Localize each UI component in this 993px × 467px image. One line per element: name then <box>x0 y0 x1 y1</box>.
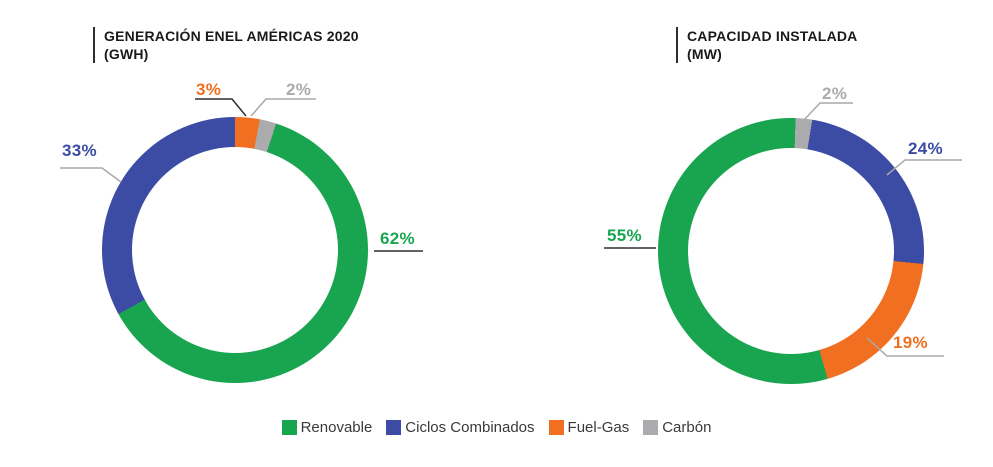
value-label-ciclos-right: 24% <box>908 139 943 158</box>
value-label-carbon-right: 2% <box>822 84 848 103</box>
legend-item-fuel-gas: Fuel-Gas <box>548 419 630 436</box>
chart-title: CAPACIDAD INSTALADA <box>687 28 858 44</box>
value-label-ciclos-left: 33% <box>62 141 97 160</box>
value-label-carbon-left: 2% <box>286 80 312 99</box>
donut-hole <box>132 147 338 353</box>
donut-chart-capacidad <box>658 118 924 384</box>
chart-subtitle: (GWH) <box>104 46 149 62</box>
chart-title: GENERACIÓN ENEL AMÉRICAS 2020 <box>104 28 359 44</box>
legend-label: Carbón <box>662 419 712 436</box>
chart-legend: Renovable Ciclos Combinados Fuel-Gas Car… <box>0 419 993 436</box>
renovable-swatch-icon <box>281 420 297 435</box>
chart-title-block-capacidad: CAPACIDAD INSTALADA (MW) <box>676 27 858 63</box>
legend-item-renovable: Renovable <box>281 419 373 436</box>
leader-line-fuelgas-left <box>195 98 247 117</box>
chart-subtitle: (MW) <box>687 46 723 62</box>
chart-title-block-generacion: GENERACIÓN ENEL AMÉRICAS 2020 (GWH) <box>93 27 359 63</box>
value-label-renovable-left: 62% <box>380 229 415 248</box>
carbon-swatch-icon <box>643 420 659 435</box>
value-label-fuelgas-right: 19% <box>893 333 928 352</box>
value-label-renovable-right: 55% <box>607 226 642 245</box>
fuel-gas-swatch-icon <box>548 420 564 435</box>
legend-item-ciclos-combinados: Ciclos Combinados <box>386 419 535 436</box>
legend-label: Ciclos Combinados <box>405 419 535 436</box>
legend-label: Renovable <box>300 419 373 436</box>
leader-line-ciclos-left <box>60 167 122 183</box>
leader-line-carbon-left <box>250 98 316 117</box>
legend-item-carbon: Carbón <box>643 419 711 436</box>
legend-label: Fuel-Gas <box>567 419 630 436</box>
leader-line-carbon-right <box>803 102 853 121</box>
donut-hole <box>688 148 894 354</box>
donut-chart-generacion <box>102 117 368 383</box>
value-label-fuelgas-left: 3% <box>196 80 222 99</box>
ciclos-combinados-swatch-icon <box>386 420 402 435</box>
